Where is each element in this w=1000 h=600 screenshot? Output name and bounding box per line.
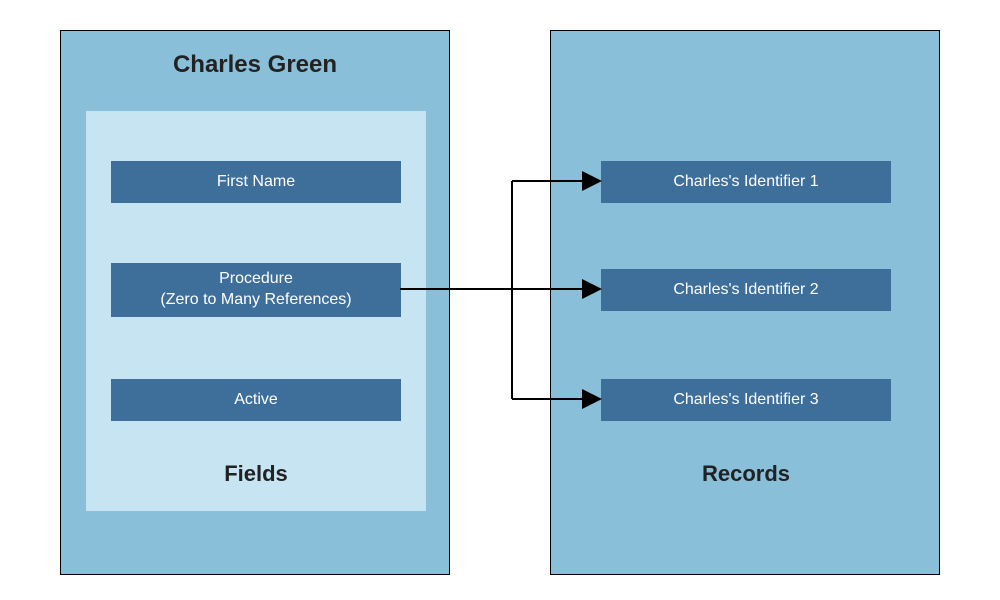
field-first-name: First Name: [111, 161, 401, 203]
field-active: Active: [111, 379, 401, 421]
fields-label: Fields: [61, 461, 451, 487]
record-3: Charles's Identifier 3: [601, 379, 891, 421]
left-panel: Charles Green First Name Procedure(Zero …: [60, 30, 450, 575]
record-1: Charles's Identifier 1: [601, 161, 891, 203]
records-label: Records: [551, 461, 941, 487]
right-panel: Charles's Identifier 1 Charles's Identif…: [550, 30, 940, 575]
field-procedure: Procedure(Zero to Many References): [111, 263, 401, 317]
left-panel-title: Charles Green: [61, 51, 449, 79]
record-2: Charles's Identifier 2: [601, 269, 891, 311]
